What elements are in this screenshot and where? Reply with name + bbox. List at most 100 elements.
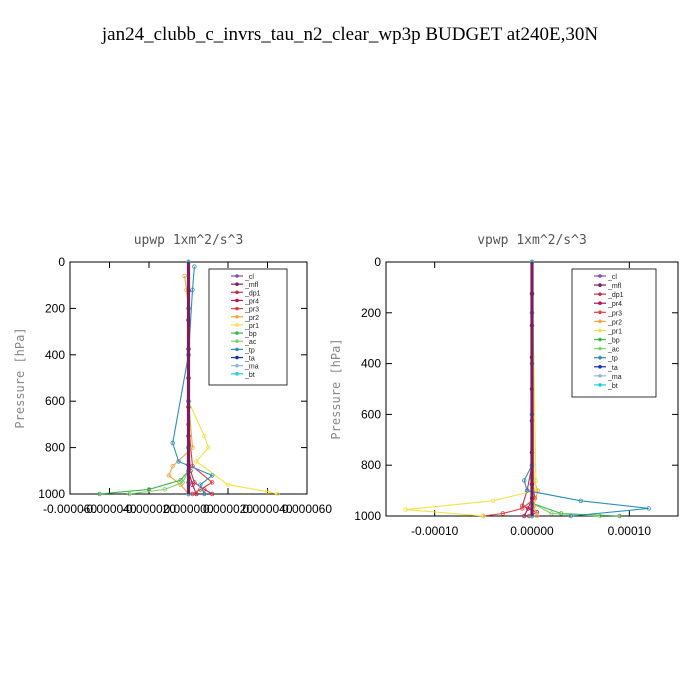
data-point bbox=[170, 464, 175, 469]
legend-marker bbox=[235, 290, 239, 295]
legend-label: _ta bbox=[607, 365, 618, 372]
data-point bbox=[597, 513, 603, 519]
vpwp-panel: vpwp 1xm^2/s^3 Pressure [hPa] 0 200 400 600… bbox=[329, 233, 679, 538]
legend-marker bbox=[235, 355, 239, 360]
data-point bbox=[170, 440, 175, 446]
data-point bbox=[490, 498, 496, 503]
legend-marker bbox=[598, 355, 602, 360]
y-tick-label: 800 bbox=[361, 458, 381, 472]
data-point bbox=[522, 513, 527, 519]
data-point bbox=[180, 480, 185, 485]
x-tick-label: -0.000020 bbox=[122, 502, 176, 516]
data-point bbox=[403, 507, 408, 512]
y-tick-label: 0 bbox=[58, 255, 65, 269]
data-point bbox=[646, 506, 651, 511]
data-point bbox=[206, 445, 211, 450]
legend-marker bbox=[598, 283, 602, 287]
x-tick-label: -0.000060 bbox=[43, 502, 97, 516]
data-point bbox=[617, 513, 622, 519]
y-tick-label: 1000 bbox=[38, 487, 65, 501]
data-point bbox=[202, 491, 207, 497]
y-tick-label: 400 bbox=[361, 357, 381, 371]
legend: _cl_mfl_dp1_pr4_pr3_pr2_pr1_bp_ac_tp_ta_… bbox=[571, 268, 657, 398]
legend-label: _pr3 bbox=[244, 307, 259, 314]
data-point bbox=[265, 489, 270, 494]
legend-marker bbox=[235, 339, 239, 344]
legend-label: _cl bbox=[607, 274, 617, 281]
y-axis-label: Pressure [hPa] bbox=[329, 338, 343, 439]
series-line-tp bbox=[172, 266, 214, 495]
data-point bbox=[533, 478, 539, 483]
data-point bbox=[500, 511, 505, 516]
legend-label: _dp1 bbox=[244, 290, 261, 297]
x-tick-label: 0.000000 bbox=[163, 502, 213, 516]
legend-marker bbox=[598, 383, 602, 387]
legend-label: _bp bbox=[244, 331, 257, 338]
x-tick-label: 0.000060 bbox=[282, 502, 332, 516]
legend-label: _pr3 bbox=[607, 310, 622, 317]
legend-label: _tp bbox=[244, 347, 255, 354]
legend-marker bbox=[598, 301, 602, 306]
legend-marker bbox=[235, 282, 239, 286]
data-point bbox=[190, 287, 195, 292]
data-point bbox=[522, 478, 527, 483]
plot-area: 0 200 400 600 800 1000-0.000060-0.000040-0.00… bbox=[38, 255, 332, 516]
legend-marker bbox=[235, 331, 239, 335]
legend-label: _ta bbox=[244, 356, 255, 363]
data-point bbox=[534, 513, 540, 519]
data-point bbox=[192, 264, 197, 269]
legend-marker bbox=[235, 363, 239, 368]
data-point bbox=[194, 459, 199, 464]
legend-marker bbox=[598, 292, 602, 296]
x-tick-label: 0.00000 bbox=[510, 524, 554, 538]
data-point bbox=[162, 487, 167, 492]
data-point bbox=[520, 503, 525, 508]
legend-marker bbox=[235, 323, 239, 327]
upwp-panel: upwp 1xm^2/s^3 Pressure [hPa] 0 200 400 600… bbox=[13, 233, 332, 516]
legend-marker bbox=[598, 319, 602, 324]
legend-marker bbox=[235, 314, 239, 319]
data-point bbox=[209, 491, 215, 497]
data-point bbox=[524, 488, 530, 493]
data-point bbox=[549, 511, 554, 516]
y-tick-label: 600 bbox=[45, 394, 65, 408]
y-axis-label: Pressure [hPa] bbox=[13, 327, 27, 428]
legend-box bbox=[571, 268, 657, 398]
data-point bbox=[127, 491, 132, 497]
legend-label: _pr1 bbox=[244, 323, 259, 330]
legend-label: _ac bbox=[244, 339, 257, 346]
legend-marker bbox=[598, 328, 602, 333]
data-point bbox=[202, 433, 207, 439]
panel-title: vpwp 1xm^2/s^3 bbox=[477, 233, 587, 248]
legend-marker bbox=[235, 372, 239, 376]
data-point bbox=[209, 473, 215, 478]
legend-marker bbox=[598, 274, 602, 278]
legend-marker bbox=[598, 374, 602, 378]
legend-label: _dp1 bbox=[607, 292, 624, 299]
data-point bbox=[198, 482, 203, 487]
legend-label: _pr4 bbox=[607, 301, 622, 308]
data-point bbox=[97, 491, 102, 497]
data-point bbox=[578, 498, 583, 503]
legend-label: _pr2 bbox=[607, 319, 622, 326]
legend-marker bbox=[235, 298, 239, 303]
legend-label: _bt bbox=[244, 372, 255, 379]
data-point bbox=[209, 480, 215, 485]
legend-label: _pr4 bbox=[244, 298, 259, 305]
legend-marker bbox=[598, 346, 602, 351]
y-tick-label: 400 bbox=[45, 348, 65, 362]
legend-box bbox=[208, 268, 288, 386]
y-tick-label: 200 bbox=[45, 301, 65, 315]
legend-label: _mfl bbox=[607, 283, 622, 290]
legend-marker bbox=[598, 337, 602, 342]
y-tick-label: 0 bbox=[374, 255, 381, 269]
x-tick-label: 0.00010 bbox=[608, 524, 652, 538]
legend: _cl_mfl_dp1_pr4_pr3_pr2_pr1_bp_ac_tp_ta_… bbox=[208, 268, 288, 386]
x-tick-label: -0.00010 bbox=[411, 524, 459, 538]
series-line-pr3 bbox=[483, 262, 536, 517]
data-point bbox=[190, 482, 195, 487]
x-tick-label: -0.000040 bbox=[82, 502, 136, 516]
data-point bbox=[481, 513, 486, 519]
data-point bbox=[166, 473, 171, 478]
